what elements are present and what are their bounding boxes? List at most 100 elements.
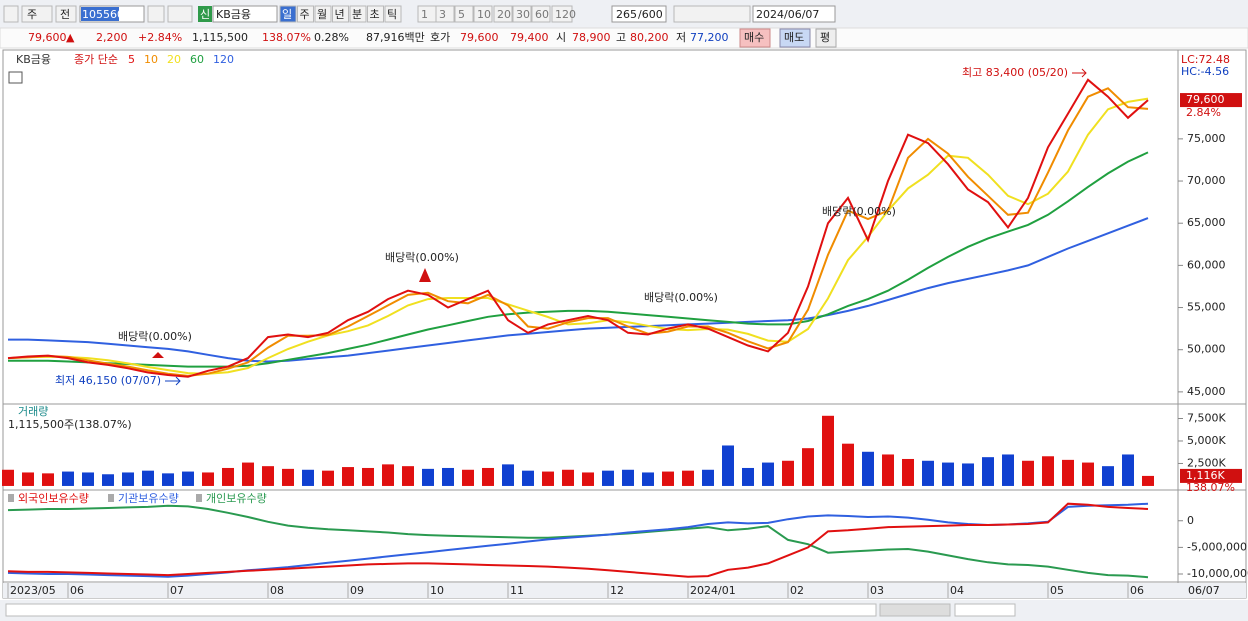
low: 77,200 — [690, 31, 729, 44]
bid: 79,400 — [510, 31, 549, 44]
interval-label: 1 — [421, 8, 428, 21]
volume: 1,115,500 — [192, 31, 248, 44]
annotation: 배당락(0.00%) — [822, 205, 896, 218]
search-button[interactable] — [147, 5, 165, 23]
volume-bar — [882, 454, 894, 486]
code-highlight — [81, 7, 119, 21]
legend-swatch — [108, 494, 114, 502]
tool-buttons[interactable] — [673, 5, 751, 23]
date-box[interactable] — [752, 5, 836, 23]
interval-button[interactable] — [473, 5, 493, 23]
buy-label: 매수 — [744, 31, 764, 44]
high-arrow — [1072, 68, 1087, 78]
volume-bar — [742, 467, 754, 486]
period-button[interactable] — [279, 5, 297, 23]
y-tick-label: 75,000 — [1187, 132, 1226, 145]
volume-bar — [202, 472, 214, 486]
prev-button[interactable] — [55, 5, 77, 23]
stock-name: KB금융 — [216, 8, 251, 21]
annotation: 배당락(0.00%) — [118, 330, 192, 343]
interval-label: 30 — [516, 8, 530, 21]
interval-button[interactable] — [551, 5, 573, 23]
y-tick-label: 2,500K — [1187, 456, 1226, 469]
menu-button[interactable] — [3, 5, 19, 23]
series-line — [8, 151, 1149, 368]
period-button[interactable] — [332, 5, 349, 23]
interval-button[interactable] — [531, 5, 551, 23]
avg-button[interactable] — [815, 28, 837, 48]
sell-button[interactable] — [779, 28, 811, 48]
info-bar — [0, 27, 1248, 49]
period-button[interactable] — [297, 5, 314, 23]
volume-bar — [162, 473, 174, 486]
legend-entry: 외국인보유수량 — [18, 492, 89, 505]
volume-bar — [62, 471, 74, 486]
interval-label: 60 — [535, 8, 549, 21]
stock-code: 105560 — [82, 8, 124, 21]
x-axis-strip — [3, 583, 1246, 598]
max-count: /600 — [638, 8, 663, 21]
interval-label: 3 — [439, 8, 446, 21]
annotation: 배당락(0.00%) — [385, 251, 459, 264]
x-tick-label: 02 — [790, 584, 804, 597]
hc-label: HC:-4.56 — [1181, 65, 1229, 78]
volume-bar — [402, 466, 414, 486]
scroll-track[interactable] — [5, 603, 877, 617]
volume-bar — [1122, 454, 1134, 486]
sound-button[interactable] — [167, 5, 193, 23]
change: 2,200 — [96, 31, 128, 44]
volume-bar — [542, 471, 554, 486]
zoom-slider[interactable] — [954, 603, 1016, 617]
volume-bar — [982, 457, 994, 486]
last-volume-ratio: 138.07% — [1186, 481, 1235, 494]
last-change: 2.84% — [1186, 106, 1221, 119]
y-tick-label: 70,000 — [1187, 174, 1226, 187]
period-select[interactable] — [21, 5, 53, 23]
count-box[interactable] — [611, 5, 667, 23]
interval-button[interactable] — [512, 5, 532, 23]
volume-bar — [322, 470, 334, 486]
volume-bar — [122, 472, 134, 486]
amount: 87,916백만 — [366, 31, 425, 44]
interval-button[interactable] — [454, 5, 474, 23]
period-label: 초 — [370, 8, 380, 21]
period-button[interactable] — [314, 5, 332, 23]
legend-entry: 기관보유수량 — [118, 492, 179, 505]
volume-bar — [582, 472, 594, 486]
direction: ▲ — [66, 31, 75, 44]
y-tick-label: 55,000 — [1187, 301, 1226, 314]
x-tick-label: 05 — [1050, 584, 1064, 597]
period-button[interactable] — [349, 5, 367, 23]
volume-bar — [502, 464, 514, 486]
volume-bar — [1042, 456, 1054, 486]
interval-button[interactable] — [435, 5, 455, 23]
legend-entry: 60 — [190, 53, 204, 66]
open-label: 시 — [556, 31, 566, 44]
series-line — [8, 217, 1149, 363]
volume-bar — [222, 467, 234, 486]
y-tick-label: 0 — [1187, 514, 1194, 527]
volume-bar — [342, 467, 354, 486]
y-tick-label: 5,000K — [1187, 434, 1226, 447]
playback-buttons[interactable] — [879, 603, 951, 617]
change-pct: +2.84% — [138, 31, 182, 44]
interval-label: 10 — [477, 8, 491, 21]
x-tick-label: 09 — [350, 584, 364, 597]
volume-bar — [662, 471, 674, 486]
interval-button[interactable] — [493, 5, 513, 23]
period-button[interactable] — [367, 5, 384, 23]
name-box[interactable] — [212, 5, 278, 23]
period-label: 분 — [352, 8, 362, 21]
buy-button[interactable] — [739, 28, 771, 48]
volume-bar — [902, 458, 914, 486]
market-label: 신 — [200, 8, 210, 21]
period-button[interactable] — [384, 5, 402, 23]
annotation: 최저 46,150 (07/07) — [55, 374, 161, 387]
table-icon[interactable] — [8, 71, 23, 84]
legend-swatch — [8, 494, 14, 502]
volume-bar — [142, 470, 154, 486]
last-volume-box — [1180, 468, 1242, 483]
y-tick-label: 50,000 — [1187, 343, 1226, 356]
